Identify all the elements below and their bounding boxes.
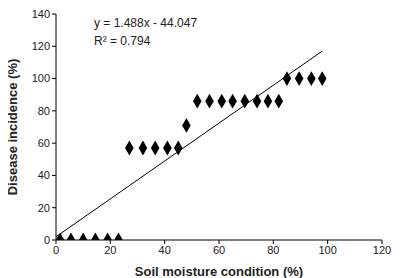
svg-text:100: 100 xyxy=(32,72,50,84)
svg-text:0: 0 xyxy=(53,244,59,256)
html-text:y = 1.488x - 44.047: y = 1.488x - 44.047 xyxy=(94,16,198,30)
svg-text:0: 0 xyxy=(44,234,50,246)
svg-text:Soil moisture condition (%): Soil moisture condition (%) xyxy=(135,264,303,278)
svg-text:60: 60 xyxy=(38,137,50,149)
svg-text:100: 100 xyxy=(318,244,336,256)
svg-text:80: 80 xyxy=(38,105,50,117)
svg-text:Disease incidence (%): Disease incidence (%) xyxy=(8,59,20,196)
svg-text:40: 40 xyxy=(159,244,171,256)
html-text:R² = 0.794: R² = 0.794 xyxy=(94,34,151,48)
svg-text:120: 120 xyxy=(32,40,50,52)
svg-text:120: 120 xyxy=(373,244,391,256)
svg-text:20: 20 xyxy=(104,244,116,256)
svg-text:60: 60 xyxy=(213,244,225,256)
svg-text:80: 80 xyxy=(267,244,279,256)
svg-text:140: 140 xyxy=(32,8,50,20)
svg-text:20: 20 xyxy=(38,202,50,214)
svg-text:40: 40 xyxy=(38,169,50,181)
